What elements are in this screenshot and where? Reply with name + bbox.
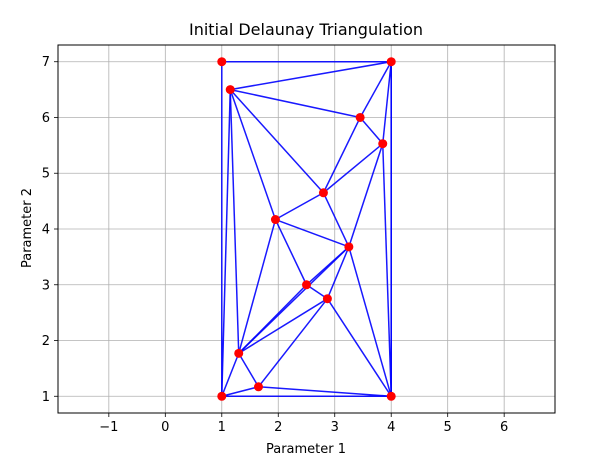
x-tick-label: 4 [387, 420, 395, 435]
triangulation-edge [359, 61, 392, 118]
chart-title: Initial Delaunay Triangulation [189, 20, 423, 39]
data-point [253, 382, 263, 392]
y-tick-label: 7 [42, 55, 50, 70]
data-point [355, 112, 365, 122]
y-tick-label: 4 [42, 223, 50, 238]
data-point [270, 215, 280, 225]
triangulation-edge [230, 60, 392, 91]
triangulation-edge [348, 143, 384, 248]
data-point [217, 57, 227, 67]
triangulation-edge [322, 117, 361, 194]
data-point [318, 188, 328, 198]
y-tick-label: 3 [42, 278, 50, 293]
x-tick-label: −1 [99, 420, 118, 435]
data-point [378, 139, 388, 149]
triangulation-edge [258, 386, 392, 398]
triangulation-edge [230, 88, 361, 119]
x-tick-label: 5 [444, 420, 452, 435]
triangulation-points [217, 57, 396, 401]
y-tick-label: 5 [42, 167, 50, 182]
triangulation-edge [238, 298, 328, 354]
x-tick-label: 2 [274, 420, 282, 435]
triangulation-edge [229, 89, 240, 354]
triangulation-edge [381, 143, 392, 397]
triangulation-edge [275, 192, 324, 221]
triangulation-edges [221, 60, 392, 398]
y-tick-label: 1 [42, 390, 50, 405]
triangulation-edge [275, 218, 350, 248]
triangulation-edge [238, 284, 308, 354]
data-point [234, 348, 244, 358]
triangulation-edge [221, 89, 232, 397]
triangulation-edge [359, 116, 384, 145]
data-point [302, 280, 311, 290]
triangulation-edge [322, 192, 350, 248]
x-tick-label: 6 [500, 420, 508, 435]
x-axis-label: Parameter 1 [266, 442, 346, 457]
data-point [386, 57, 396, 67]
y-tick-label: 6 [42, 111, 50, 126]
data-point [225, 85, 235, 95]
data-point [344, 242, 354, 252]
triangulation-edge [381, 61, 392, 144]
triangulation-edge [229, 89, 277, 220]
triangulation-edge [322, 143, 384, 194]
triangulation-edge [348, 246, 392, 397]
triangulation-edge [274, 219, 308, 286]
triangulation-edge [221, 386, 259, 397]
triangulation-edge [238, 352, 260, 388]
y-axis-label: Parameter 2 [20, 188, 35, 268]
x-tick-label: 0 [161, 420, 169, 435]
x-tick-label: 3 [331, 420, 339, 435]
data-point [386, 391, 396, 401]
triangulation-edge [221, 353, 240, 397]
triangulation-edge [257, 298, 328, 388]
x-axis-ticks: −1 0 1 2 3 4 5 6 [99, 413, 508, 435]
x-tick-label: 1 [218, 420, 226, 435]
triangulation-edge [326, 246, 350, 299]
triangulation-edge [238, 219, 277, 354]
y-axis-ticks: 1 2 3 4 5 6 7 [42, 55, 58, 405]
data-point [322, 294, 332, 304]
triangulation-edge [326, 298, 392, 397]
triangulation-edge [229, 89, 324, 194]
data-point [217, 391, 227, 401]
y-tick-label: 2 [42, 334, 50, 349]
